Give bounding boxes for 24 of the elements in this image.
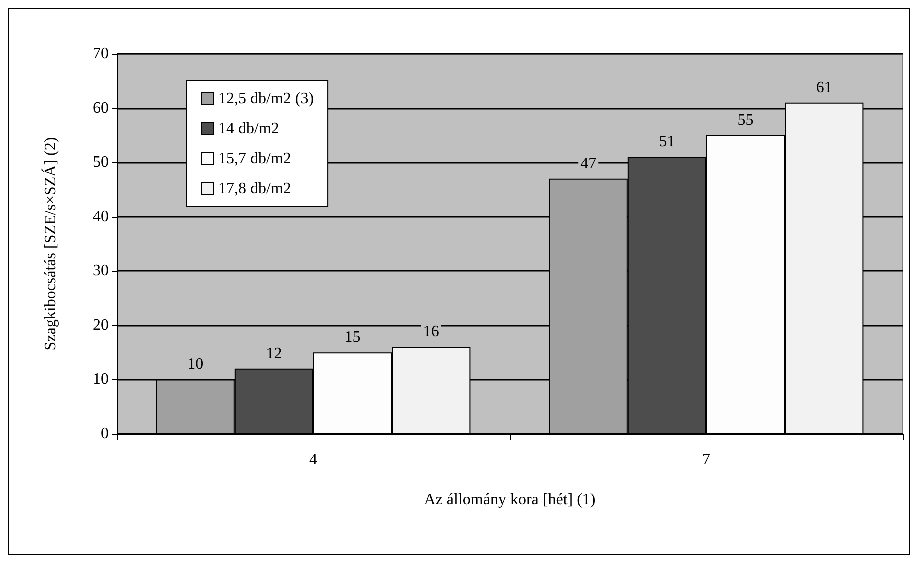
- y-tick-label: 20: [93, 316, 109, 334]
- data-label: 12: [266, 345, 282, 362]
- y-tick-label: 60: [93, 100, 109, 117]
- y-tick-label: 30: [93, 262, 109, 280]
- legend-label: 14 db/m2: [218, 120, 280, 138]
- data-label: 16: [423, 324, 440, 341]
- y-axis-title: Szagkibocsátás [SZE/s×SZÁ] (2): [42, 137, 60, 351]
- data-label: 47: [580, 155, 597, 172]
- data-label: 51: [659, 134, 676, 151]
- y-tick-label: 50: [93, 154, 109, 172]
- legend-label: 12,5 db/m2 (3): [218, 90, 314, 108]
- data-label: 10: [188, 356, 204, 374]
- y-tick-label: 0: [101, 426, 109, 442]
- legend-label: 15,7 db/m2: [218, 150, 292, 168]
- x-tick-label: 4: [310, 452, 318, 468]
- x-tick-label: 7: [702, 452, 710, 468]
- data-label: 55: [738, 112, 754, 129]
- y-tick-label: 70: [93, 46, 109, 62]
- x-axis-title: Az állomány kora [hét] (1): [424, 492, 596, 508]
- y-tick-label: 10: [93, 371, 109, 388]
- data-label: 61: [816, 79, 832, 96]
- y-tick-label: 40: [93, 208, 109, 226]
- legend-label: 17,8 db/m2: [218, 180, 292, 198]
- data-label: 15: [344, 329, 361, 346]
